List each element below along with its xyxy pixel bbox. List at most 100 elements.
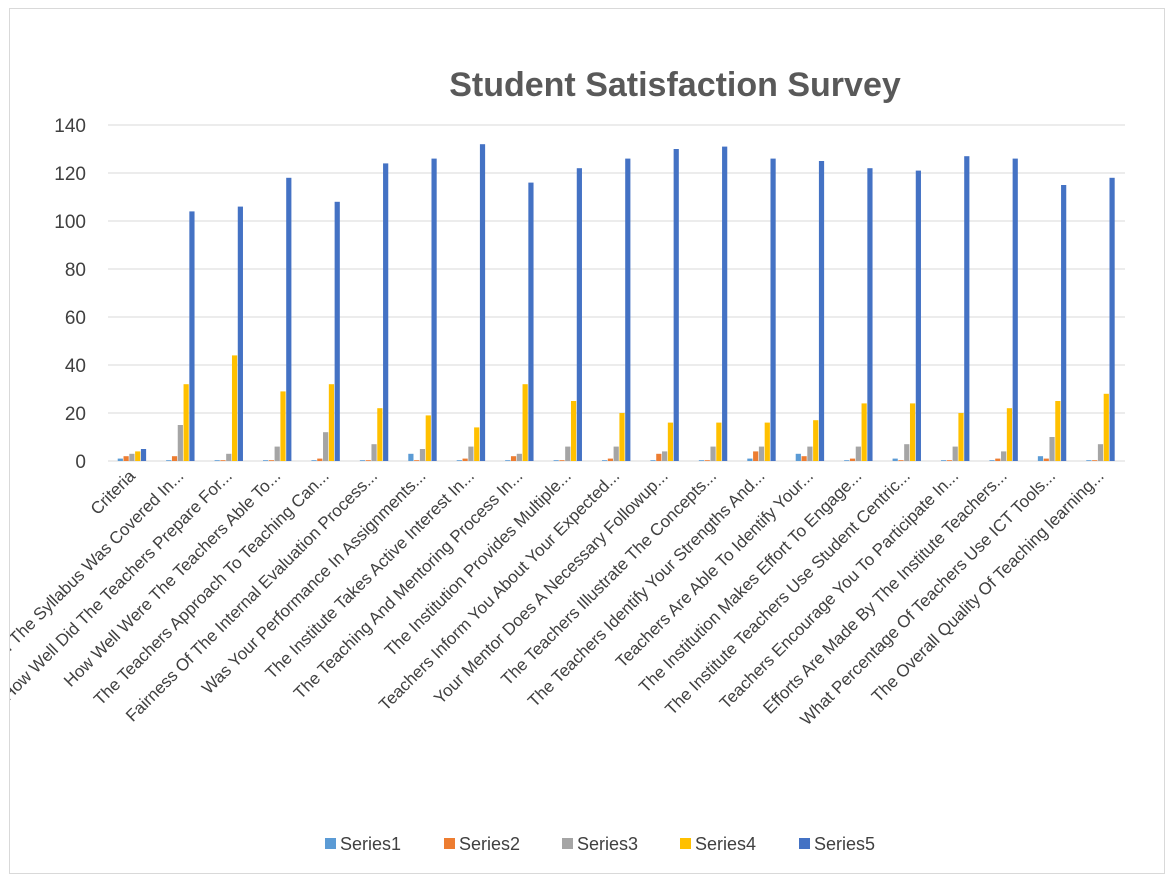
bar-series5 <box>431 158 437 461</box>
bar-series2 <box>559 460 565 461</box>
bar-series3 <box>274 446 280 461</box>
bar-series5 <box>383 163 389 461</box>
bar-series2 <box>898 460 904 461</box>
legend-swatch <box>325 838 336 849</box>
bar-series4 <box>570 401 577 461</box>
bar-series3 <box>1001 451 1007 461</box>
bar-series3 <box>516 453 522 461</box>
y-tick-label: 80 <box>65 260 86 281</box>
legend-label: Series5 <box>814 834 875 854</box>
bar-series3 <box>177 425 183 461</box>
bar-series4 <box>764 422 770 461</box>
bar-series3 <box>323 432 329 461</box>
bar-series2 <box>365 460 371 461</box>
bar-series4 <box>1103 393 1109 461</box>
bar-series3 <box>710 446 716 461</box>
bar-series2 <box>414 460 420 461</box>
bar-series3 <box>371 444 377 461</box>
bar-series2 <box>1092 460 1098 461</box>
bar-series4 <box>474 427 480 461</box>
bar-series4 <box>183 384 189 461</box>
bar-series5 <box>915 170 921 461</box>
bar-series5 <box>722 146 728 461</box>
bar-series5 <box>140 449 147 461</box>
legend-label: Series2 <box>459 834 520 854</box>
bar-series2 <box>1043 458 1049 461</box>
bar-series3 <box>807 446 813 461</box>
x-tick-label: The Institution Makes Effort To Engage..… <box>635 466 865 696</box>
bar-series2 <box>753 451 759 461</box>
bar-series2 <box>268 460 274 461</box>
y-tick-label: 40 <box>65 356 86 377</box>
bar-series5 <box>286 177 292 462</box>
bar-series3 <box>855 446 861 461</box>
bar-series5 <box>189 211 195 461</box>
y-axis-ticks: 0 20 40 60 80 100 120 140 <box>54 116 86 473</box>
bar-series3 <box>904 444 910 461</box>
bar-series5 <box>237 206 243 461</box>
bar-series2 <box>317 458 323 461</box>
legend-label: Series4 <box>695 834 756 854</box>
bar-series4 <box>1006 408 1013 461</box>
bar-series5 <box>334 201 340 462</box>
bar-series5 <box>625 158 631 461</box>
bar-series4 <box>667 422 674 461</box>
y-tick-label: 20 <box>65 404 86 425</box>
y-tick-label: 140 <box>54 116 86 137</box>
bar-series1 <box>214 460 220 461</box>
bar-series5 <box>1109 177 1115 462</box>
bar-series5 <box>479 144 486 461</box>
bar-series5 <box>673 149 679 461</box>
bar-series2 <box>946 460 952 461</box>
bar-series2 <box>704 460 710 461</box>
legend-label: Series3 <box>577 834 638 854</box>
bar-series3 <box>419 449 426 461</box>
bar-series5 <box>576 168 582 461</box>
bar-series5 <box>867 168 873 461</box>
bar-series2 <box>995 458 1001 461</box>
bar-series4 <box>377 408 383 461</box>
bar-series1 <box>602 460 608 461</box>
bar-series2 <box>220 460 226 461</box>
bar-series5 <box>964 156 970 461</box>
bar-series3 <box>129 453 135 461</box>
bar-series3 <box>758 446 765 461</box>
bar-series1 <box>698 460 705 461</box>
legend: Series1 Series2 Series3 Series4 Series5 <box>325 834 875 854</box>
bar-series1 <box>941 460 947 461</box>
chart-svg: Student Satisfaction Survey 0 20 40 60 80 100… <box>10 66 1125 854</box>
bar-series4 <box>813 420 819 461</box>
bar-series2 <box>849 458 856 461</box>
bar-series4 <box>425 415 431 461</box>
bar-series3 <box>1097 444 1104 461</box>
y-tick-label: 60 <box>65 308 86 329</box>
bar-series1 <box>456 460 462 461</box>
chart-frame: Student Satisfaction Survey 0 20 40 60 80 100… <box>9 8 1165 874</box>
bar-series2 <box>656 453 662 461</box>
bar-series1 <box>892 458 898 461</box>
bar-series1 <box>747 458 753 461</box>
bar-series3 <box>613 446 619 461</box>
bar-series2 <box>171 456 178 461</box>
bars <box>117 144 1115 462</box>
bar-series3 <box>226 453 232 461</box>
y-tick-label: 0 <box>75 452 86 473</box>
chart-title: Student Satisfaction Survey <box>449 66 901 104</box>
bar-series1 <box>117 458 123 461</box>
gridlines <box>108 124 1125 462</box>
bar-series4 <box>861 403 867 461</box>
x-tick-label: Was Your Performance In Assignments... <box>198 466 429 697</box>
bar-series4 <box>135 451 141 461</box>
bar-series3 <box>1049 437 1055 461</box>
legend-swatch <box>799 838 810 849</box>
bar-series2 <box>510 456 517 461</box>
bar-series2 <box>801 456 807 461</box>
bar-series1 <box>408 453 414 461</box>
bar-series1 <box>650 460 656 461</box>
bar-series5 <box>1061 185 1067 461</box>
bar-series1 <box>311 460 317 461</box>
x-axis-ticks: CriteriaHow Much Of The Syllabus Was Cov… <box>10 466 1108 729</box>
bar-series4 <box>522 384 528 461</box>
bar-series1 <box>795 453 801 461</box>
bar-series3 <box>468 446 474 461</box>
